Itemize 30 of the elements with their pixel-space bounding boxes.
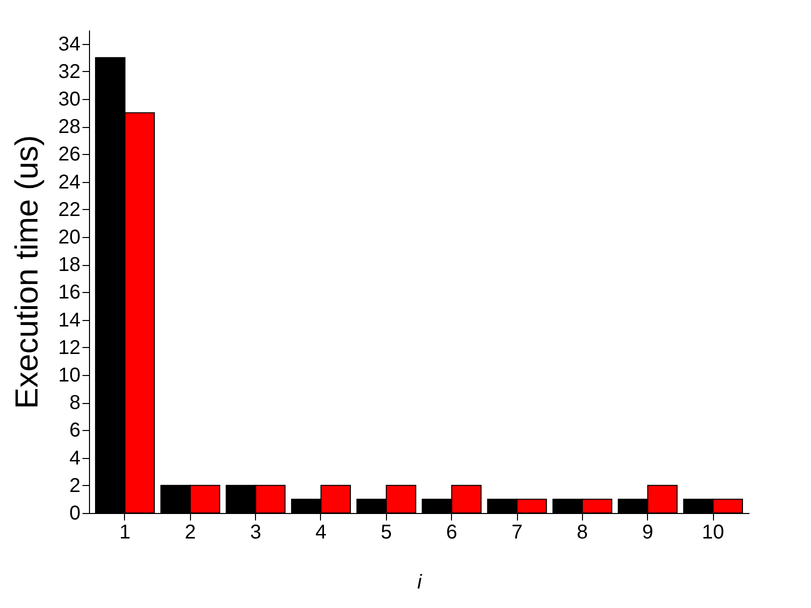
y-tick-label: 8: [69, 392, 80, 414]
y-tick-label: 4: [69, 447, 80, 470]
x-tick-label: 5: [380, 522, 392, 544]
x-tick-label: 2: [184, 522, 196, 544]
x-tick-label: 8: [576, 522, 588, 544]
y-tick-label: 26: [58, 144, 80, 166]
y-axis-title: Execution time (us): [8, 135, 44, 409]
x-tick-label: 3: [250, 522, 262, 544]
y-tick-label: 6: [69, 420, 80, 442]
y-tick-label: 20: [58, 226, 80, 248]
x-tick-label: 10: [702, 522, 724, 544]
y-tick-label: 22: [58, 198, 80, 221]
y-tick-label: 32: [58, 60, 80, 83]
y-tick-label: 12: [58, 336, 80, 359]
y-tick-label: 34: [58, 33, 80, 56]
y-tick-label: 0: [69, 502, 80, 524]
y-tick-label: 14: [58, 309, 80, 332]
y-tick-label: 18: [58, 254, 80, 276]
y-tick-label: 24: [58, 171, 80, 194]
x-tick-label: 9: [642, 522, 654, 544]
y-tick-label: 10: [58, 364, 80, 386]
x-tick-label: 7: [511, 522, 523, 544]
x-tick-label: 6: [446, 522, 458, 544]
y-tick-label: 2: [69, 474, 80, 497]
y-tick-label: 28: [58, 116, 80, 138]
y-tick-label: 16: [58, 282, 80, 304]
x-tick-label: 1: [119, 522, 131, 544]
x-axis-title: i: [417, 572, 422, 594]
y-tick-label: 30: [58, 88, 80, 110]
x-tick-label: 4: [315, 522, 327, 544]
